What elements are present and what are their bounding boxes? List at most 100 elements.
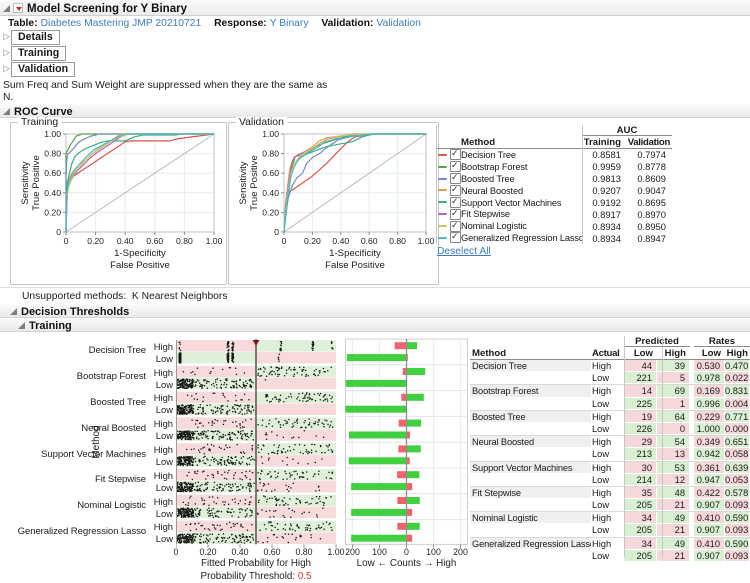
count-bar[interactable] xyxy=(406,431,411,439)
count-bar[interactable] xyxy=(402,368,407,375)
count-bar[interactable] xyxy=(406,419,422,427)
roc-training-plot[interactable]: 00 0.20 0.20 0.40 0.40 0.60 0.60 0.80 0.80 1.00 1.… xyxy=(12,128,223,278)
count-bar[interactable] xyxy=(348,457,407,465)
roc-curve-section-bar[interactable]: ROC Curve xyxy=(0,104,750,118)
disclosure-open-icon[interactable] xyxy=(18,322,25,329)
count-bar[interactable] xyxy=(397,497,407,504)
red-triangle-menu-icon[interactable] xyxy=(13,3,23,13)
count-bar[interactable] xyxy=(351,534,407,542)
method-name xyxy=(470,550,592,562)
roc-curve-nominal-logistic[interactable] xyxy=(65,133,215,233)
deselect-all-link[interactable]: Deselect All xyxy=(437,246,491,257)
auc-validation-value: 0.8778 xyxy=(637,161,666,173)
count-bar[interactable] xyxy=(345,405,407,413)
suppression-note-line1: Sum Freq and Sum Weight are suppressed w… xyxy=(3,80,328,91)
method-visible-checkbox[interactable] xyxy=(450,220,461,232)
table-link[interactable]: Diabetes Mastering JMP 20210721 xyxy=(40,18,202,29)
disclosure-closed-icon[interactable]: ▷ xyxy=(3,63,10,73)
x-tick-label: 0 xyxy=(173,547,179,557)
row-label-high: High xyxy=(153,366,173,378)
collapsed-section-training[interactable]: Training xyxy=(11,46,67,61)
col-rate-low: Low xyxy=(701,348,721,359)
roc-curve-bootstrap-forest[interactable] xyxy=(65,133,215,233)
disclosure-closed-icon[interactable]: ▷ xyxy=(3,47,10,57)
disclosure-open-icon[interactable] xyxy=(3,108,10,115)
probability-threshold-value[interactable]: 0.5 xyxy=(297,571,312,582)
rate-high: 0.022 xyxy=(725,372,750,385)
roc-curve-generalized-regression-lasso[interactable] xyxy=(283,133,427,233)
collapsed-section-details[interactable]: Details xyxy=(11,30,60,45)
count-bar[interactable] xyxy=(397,522,407,530)
row-label-low: Low xyxy=(155,404,173,416)
count-bar[interactable] xyxy=(406,354,408,362)
roc-curve-boosted-tree[interactable] xyxy=(65,133,215,233)
thresholds-training-section-bar[interactable]: Training xyxy=(0,318,750,332)
series-color-swatch-icon xyxy=(438,201,447,204)
auc-validation-value: 0.8695 xyxy=(637,197,666,208)
roc-training-label: Training xyxy=(18,117,62,128)
count-bar[interactable] xyxy=(406,393,424,401)
method-visible-checkbox[interactable] xyxy=(450,184,461,196)
counts-bar-chart[interactable] xyxy=(345,338,468,550)
count-bar[interactable] xyxy=(406,508,413,516)
roc-validation-plot[interactable]: 00 0.20 0.20 0.40 0.40 0.60 0.60 0.80 0.80 1.00 1.… xyxy=(230,128,435,278)
roc-curve-generalized-regression-lasso[interactable] xyxy=(65,133,215,233)
row-label-low: Low xyxy=(155,481,173,493)
count-bar[interactable] xyxy=(394,342,407,350)
count-bar[interactable] xyxy=(406,368,426,375)
method-visible-checkbox[interactable] xyxy=(450,148,461,161)
method-name: Fit Stepwise xyxy=(470,486,592,500)
auc-table-row: Nominal Logistic 0.8934 0.8950 xyxy=(437,220,677,232)
validation-link[interactable]: Validation xyxy=(376,18,421,29)
count-bar[interactable] xyxy=(406,497,420,504)
count-bar[interactable] xyxy=(397,471,407,479)
rate-high: 0.590 xyxy=(725,537,750,550)
count-bar[interactable] xyxy=(406,522,420,530)
disclosure-closed-icon[interactable]: ▷ xyxy=(3,31,10,41)
decision-thresholds-section-bar[interactable]: Decision Thresholds xyxy=(0,304,750,318)
count-bar[interactable] xyxy=(398,445,407,453)
report-title-bar[interactable]: Model Screening for Y Binary xyxy=(0,0,750,16)
count-bar[interactable] xyxy=(406,457,410,465)
count-bar[interactable] xyxy=(406,483,413,491)
svg-text:0.80: 0.80 xyxy=(44,149,61,159)
count-bar[interactable] xyxy=(406,471,420,479)
auc-method-name: Fit Stepwise xyxy=(461,209,510,220)
auc-table-row: Bootstrap Forest 0.9959 0.8778 xyxy=(437,160,677,173)
count-bar[interactable] xyxy=(346,354,407,362)
count-bar[interactable] xyxy=(345,379,407,387)
confusion-table-row: Nominal Logistic High 34 49 0.410 0.590 xyxy=(470,511,750,525)
method-visible-checkbox[interactable] xyxy=(450,160,461,173)
series-color-swatch-icon xyxy=(438,153,447,156)
method-visible-checkbox[interactable] xyxy=(450,172,461,184)
rate-low: 0.996 xyxy=(694,397,725,410)
confusion-table-row: Support Vector Machines High 30 53 0.361 0.63… xyxy=(470,460,750,474)
count-bar[interactable] xyxy=(351,508,407,516)
count-bar[interactable] xyxy=(351,483,407,491)
rate-high: 0.058 xyxy=(725,448,750,461)
count-bar[interactable] xyxy=(406,342,418,350)
count-bar[interactable] xyxy=(406,445,421,453)
method-visible-checkbox[interactable] xyxy=(450,231,461,244)
confusion-table-row: Bootstrap Forest High 14 69 0.169 0.831 xyxy=(470,384,750,398)
disclosure-open-icon[interactable] xyxy=(3,5,10,12)
roc-curve-support-vector-machines[interactable] xyxy=(65,133,215,233)
method-name xyxy=(470,398,592,410)
method-name xyxy=(470,524,592,536)
method-visible-checkbox[interactable] xyxy=(450,208,461,220)
collapsed-section-validation[interactable]: Validation xyxy=(11,62,76,77)
rate-low: 0.169 xyxy=(694,385,725,398)
response-link[interactable]: Y Binary xyxy=(269,18,309,29)
count-bar[interactable] xyxy=(348,431,407,439)
method-visible-checkbox[interactable] xyxy=(450,196,461,208)
row-label-low: Low xyxy=(155,378,173,390)
count-bar[interactable] xyxy=(406,534,413,542)
count-bar[interactable] xyxy=(401,393,407,401)
auc-method-name: Support Vector Machines xyxy=(461,197,562,208)
predicted-low-count: 221 xyxy=(624,372,657,385)
count-bar[interactable] xyxy=(398,419,407,427)
confusion-table-row: Neural Boosted High 29 54 0.349 0.651 xyxy=(470,435,750,449)
fitted-probability-strip-plot[interactable] xyxy=(176,338,337,550)
rate-high: 0.771 xyxy=(725,410,750,423)
disclosure-open-icon[interactable] xyxy=(10,308,17,315)
